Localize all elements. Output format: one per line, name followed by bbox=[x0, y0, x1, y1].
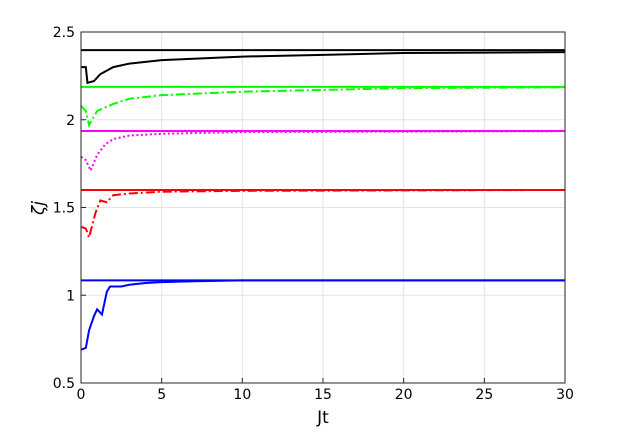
y-tick-label: 2 bbox=[66, 113, 75, 129]
data-line bbox=[81, 51, 566, 85]
y-tick-label: 0.5 bbox=[53, 376, 75, 392]
y-tick-label: 1 bbox=[66, 288, 75, 304]
x-tick-label: 10 bbox=[233, 387, 251, 403]
y-axis-label: ζj bbox=[29, 201, 49, 216]
x-axis-label: Jt bbox=[316, 408, 329, 428]
y-tick-label: 2.5 bbox=[53, 25, 75, 41]
axes-frame bbox=[80, 31, 566, 384]
y-tick-label: 1.5 bbox=[53, 201, 75, 217]
x-tick-label: 25 bbox=[475, 387, 493, 403]
data-line bbox=[80, 86, 566, 128]
x-tick-label: 20 bbox=[395, 387, 413, 403]
data-line bbox=[80, 279, 565, 351]
x-tick-label: 5 bbox=[157, 387, 166, 403]
x-tick-label: 15 bbox=[314, 387, 332, 403]
x-tick-label: 30 bbox=[556, 387, 574, 403]
x-tick-label: 0 bbox=[77, 387, 86, 403]
data-line bbox=[80, 188, 566, 241]
